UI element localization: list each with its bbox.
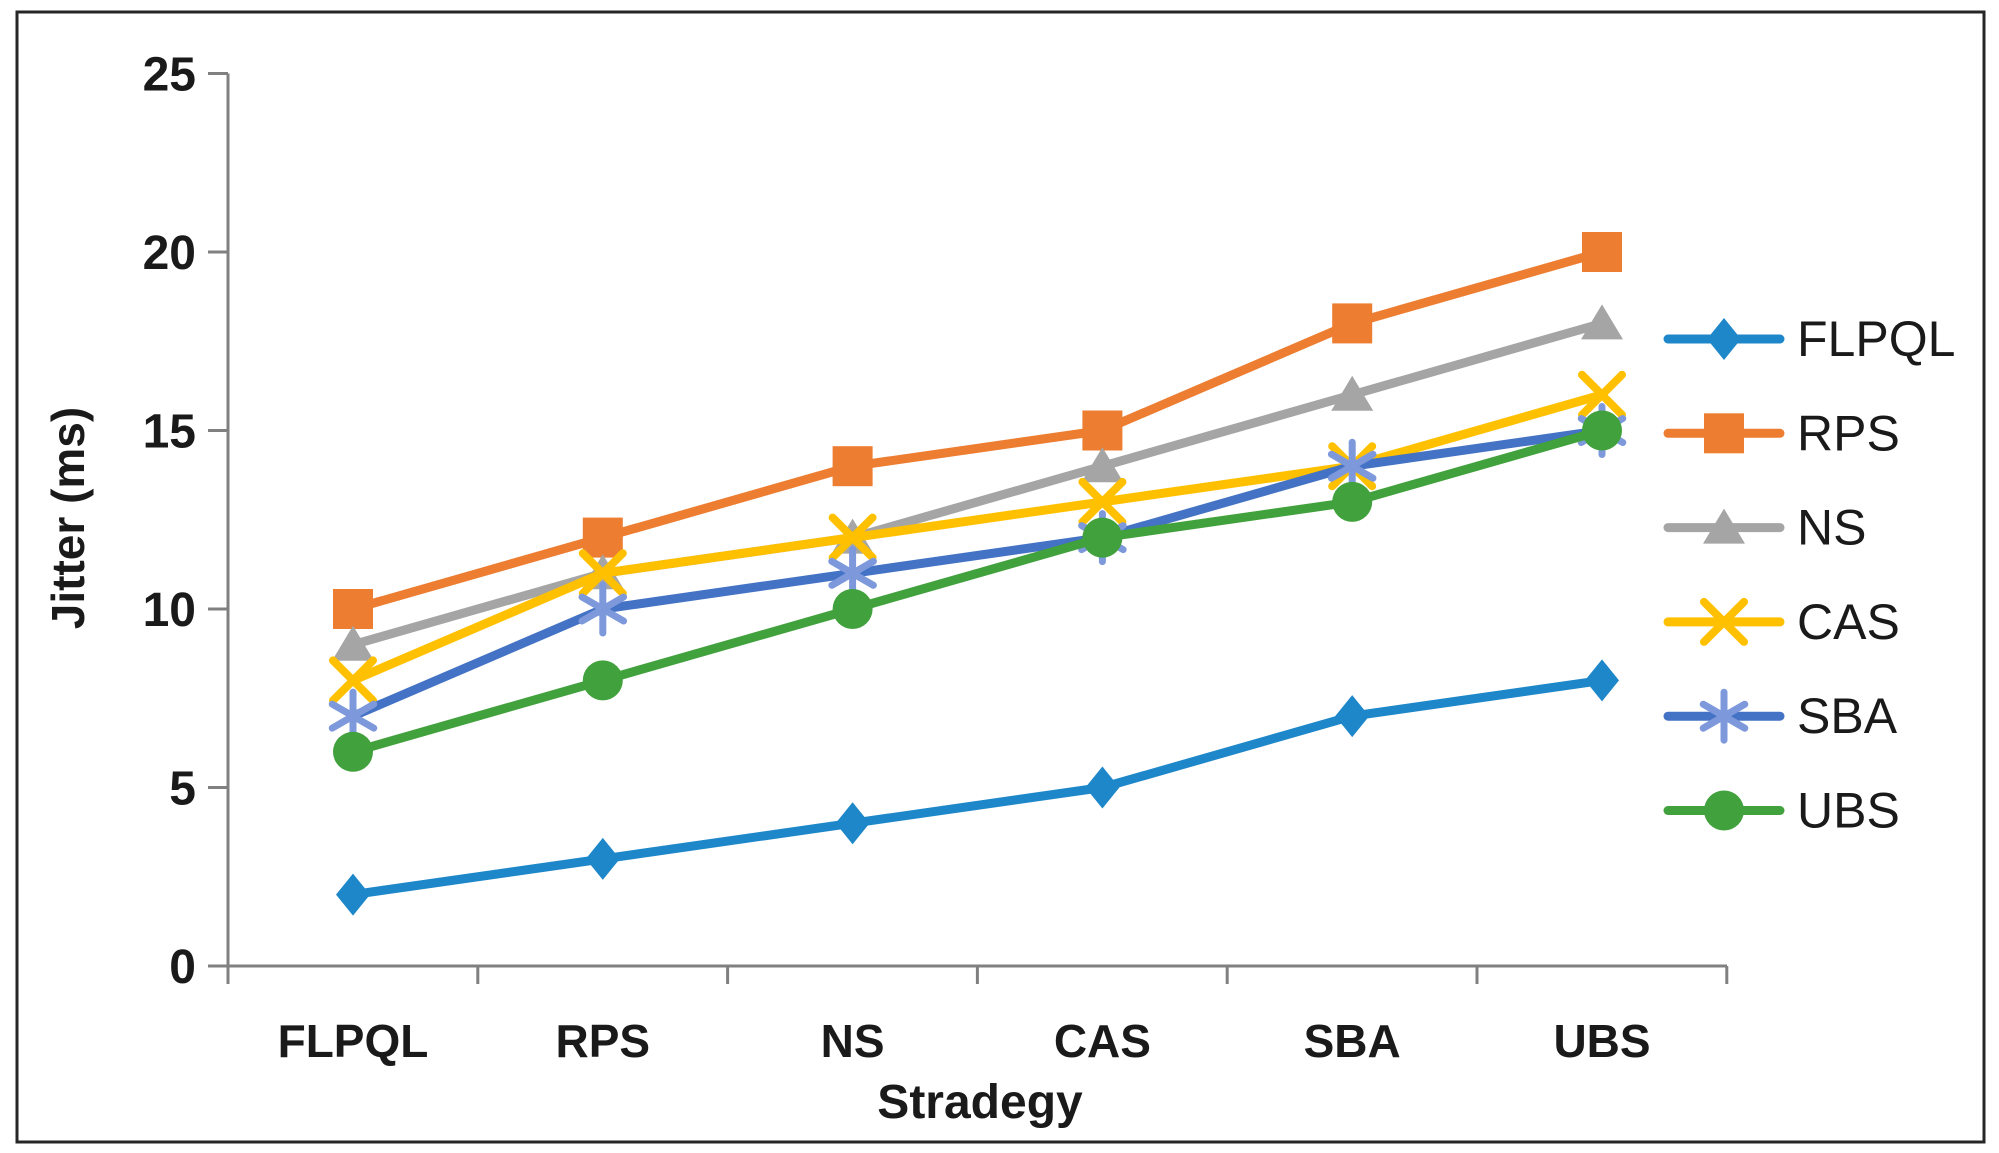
legend-item-cas: CAS	[1663, 594, 1900, 650]
y-tick-label: 25	[143, 49, 196, 102]
legend-label: UBS	[1797, 783, 1900, 839]
marker-diamond	[336, 873, 370, 916]
marker-x	[329, 656, 377, 705]
marker-x	[1700, 597, 1748, 646]
series-line	[348, 318, 1607, 650]
series-line	[348, 247, 1607, 614]
marker-asterisk	[1699, 688, 1749, 744]
marker-triangle	[1581, 304, 1623, 340]
data-series	[328, 232, 1627, 916]
legend-item-ns: NS	[1663, 500, 1866, 556]
marker-circle	[582, 660, 623, 701]
legend-item-sba: SBA	[1663, 688, 1898, 744]
marker-square	[582, 517, 623, 558]
marker-square	[832, 446, 873, 487]
figure-border	[15, 10, 1986, 1144]
marker-triangle	[1081, 447, 1124, 483]
legend-item-flpql: FLPQL	[1663, 311, 1955, 367]
axes	[208, 72, 1729, 984]
marker-diamond	[1085, 766, 1120, 809]
legend: FLPQL RPS NS CAS SBA UBS	[1663, 311, 1955, 839]
x-category-label: CAS	[1054, 1015, 1151, 1067]
y-tick-label: 5	[169, 763, 196, 816]
y-tick-label: 15	[143, 406, 196, 459]
marker-diamond	[1335, 695, 1370, 738]
marker-triangle	[332, 625, 374, 661]
x-axis-title: Stradegy	[877, 1076, 1083, 1129]
legend-label: CAS	[1797, 594, 1900, 650]
marker-x	[1578, 370, 1626, 419]
series-flpql	[336, 659, 1619, 916]
marker-circle	[1704, 790, 1744, 831]
x-category-label: SBA	[1304, 1015, 1401, 1067]
marker-circle	[333, 731, 373, 772]
series-ubs	[333, 410, 1622, 772]
marker-triangle	[1331, 375, 1374, 411]
marker-circle	[1582, 410, 1622, 451]
x-category-label: RPS	[556, 1015, 651, 1067]
legend-item-ubs: UBS	[1663, 783, 1900, 839]
marker-x	[1078, 477, 1127, 526]
marker-square	[1332, 303, 1373, 344]
x-axis-category-labels: FLPQL RPS NS CAS SBA UBS	[278, 1015, 1651, 1067]
marker-asterisk	[578, 581, 628, 637]
marker-circle	[1082, 517, 1123, 558]
x-category-label: NS	[821, 1015, 885, 1067]
marker-diamond	[1707, 318, 1741, 360]
series-rps	[333, 232, 1622, 629]
marker-x	[828, 513, 877, 562]
marker-circle	[832, 589, 873, 629]
legend-label: NS	[1797, 500, 1866, 556]
marker-square	[1582, 232, 1622, 272]
series-line	[348, 426, 1607, 757]
series-line	[348, 426, 1607, 721]
marker-square	[1082, 410, 1123, 451]
y-tick-label: 0	[169, 941, 196, 994]
marker-circle	[1332, 481, 1373, 522]
marker-diamond	[585, 837, 620, 880]
y-tick-label: 10	[143, 584, 196, 637]
series-line	[348, 390, 1607, 685]
legend-label: RPS	[1797, 405, 1900, 461]
x-category-label: UBS	[1553, 1015, 1650, 1067]
marker-square	[1704, 413, 1744, 454]
marker-diamond	[835, 802, 870, 845]
marker-square	[333, 589, 373, 629]
legend-label: FLPQL	[1797, 311, 1955, 367]
y-axis-tick-labels: 0 5 10 15 20 25	[143, 49, 196, 995]
series-cas	[329, 370, 1626, 705]
marker-x	[578, 549, 627, 598]
marker-triangle	[1703, 508, 1745, 544]
y-tick-label: 20	[143, 227, 196, 280]
legend-label: SBA	[1797, 688, 1898, 744]
x-category-label: FLPQL	[278, 1015, 429, 1067]
y-axis-title: Jitter (ms)	[42, 407, 94, 629]
marker-diamond	[1585, 659, 1619, 702]
legend-item-rps: RPS	[1663, 405, 1900, 461]
series-line	[348, 675, 1607, 900]
